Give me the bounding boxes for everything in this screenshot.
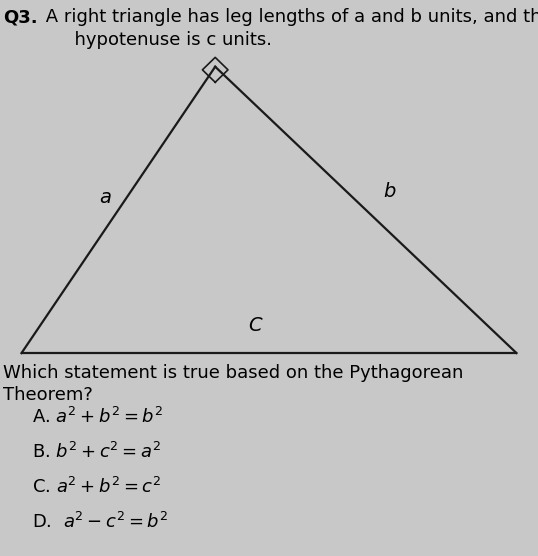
Text: $C$: $C$ bbox=[248, 316, 263, 335]
Text: $a$: $a$ bbox=[98, 188, 111, 207]
Text: $b$: $b$ bbox=[383, 182, 397, 201]
Text: Q3.: Q3. bbox=[3, 8, 37, 26]
Text: Which statement is true based on the Pythagorean: Which statement is true based on the Pyt… bbox=[3, 364, 463, 382]
Text: Theorem?: Theorem? bbox=[3, 386, 93, 404]
Text: A. $a^2 + b^2 = b^2$: A. $a^2 + b^2 = b^2$ bbox=[32, 407, 164, 427]
Text: C. $a^2 + b^2 = c^2$: C. $a^2 + b^2 = c^2$ bbox=[32, 477, 161, 497]
Text: D.  $a^2 - c^2 = b^2$: D. $a^2 - c^2 = b^2$ bbox=[32, 512, 168, 532]
Text: A right triangle has leg lengths of a and b units, and the
      hypotenuse is c: A right triangle has leg lengths of a an… bbox=[40, 8, 538, 48]
Text: B. $b^2 + c^2 = a^2$: B. $b^2 + c^2 = a^2$ bbox=[32, 442, 161, 462]
